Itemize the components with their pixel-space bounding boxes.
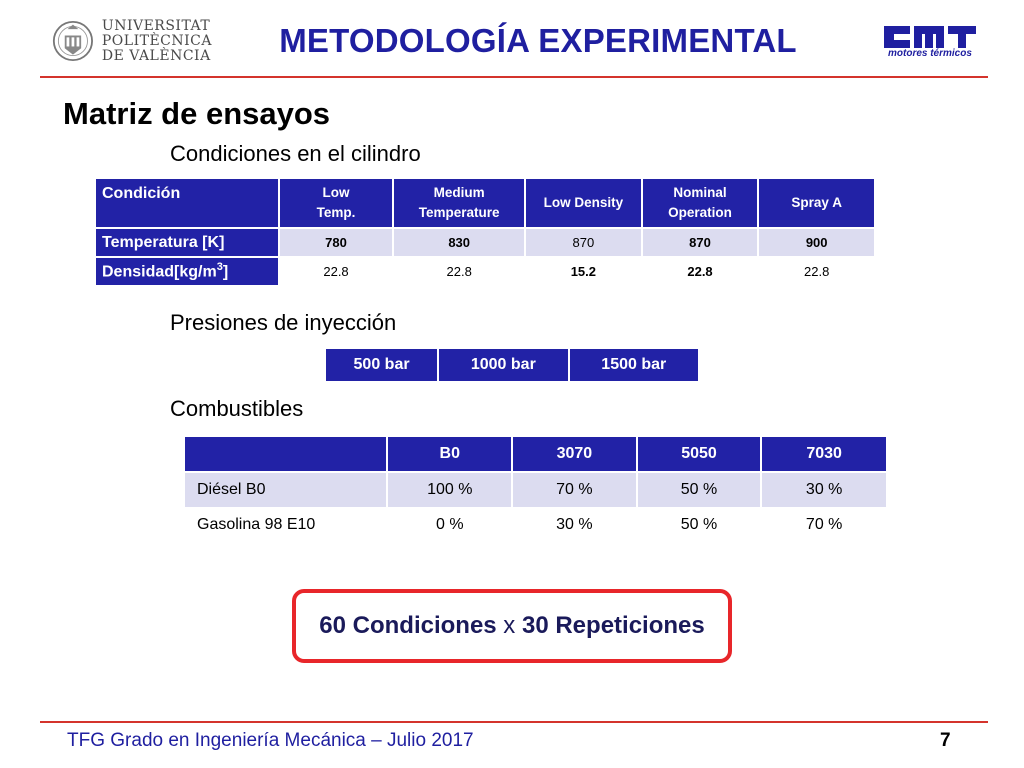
summary-box: 60 Condiciones x 30 Repeticiones [292, 589, 732, 663]
fuels-column-header: B0 [386, 437, 514, 473]
pressure-cell: 1000 bar [437, 349, 570, 381]
university-line-2: POLITÈCNICA [101, 32, 212, 49]
fuel-cell: 100 % [386, 472, 514, 507]
fuels-column-header: 7030 [760, 437, 888, 473]
pressure-cell: 500 bar [323, 349, 440, 381]
fuels-column-header: 3070 [511, 437, 638, 473]
conditions-heading: Condiciones en el cilindro [170, 141, 421, 166]
column-spray-a: Spray A [757, 177, 876, 229]
pressures-heading: Presiones de inyección [170, 310, 397, 335]
fuels-header-row: B0 3070 5050 7030 [182, 437, 888, 473]
university-name: UNIVERSITAT POLITÈCNICA DE VALÈNCIA [101, 17, 212, 64]
summary-conditions: 60 Condiciones [319, 612, 497, 639]
density-cell: 15.2 [524, 256, 643, 287]
temperature-label: Temperatura [K] [94, 227, 280, 258]
fuel-label: Gasolina 98 E10 [182, 507, 389, 542]
fuels-column-header: 5050 [635, 437, 763, 473]
fuel-cell: 70 % [760, 507, 888, 542]
column-low-temp: Low Temp. [277, 177, 395, 229]
fuel-cell: 0 % [386, 507, 514, 542]
lab-subtitle: motores térmicos [888, 48, 972, 59]
density-label: Densidad[kg/m3] [94, 256, 280, 287]
footer-divider [40, 721, 988, 723]
column-low-density: Low Density [524, 177, 643, 229]
temperature-cell: 900 [757, 227, 876, 258]
page-number: 7 [940, 730, 951, 751]
university-line-3: DE VALÈNCIA [101, 47, 211, 64]
pressure-cell: 1500 bar [567, 349, 701, 381]
temperature-cell: 780 [277, 227, 395, 258]
column-medium-temperature: Medium Temperature [392, 177, 527, 229]
column-nominal-operation: Nominal Operation [640, 177, 760, 229]
cmt-logo-icon [884, 26, 976, 48]
density-cell: 22.8 [277, 256, 395, 287]
density-row: Densidad[kg/m3] 22.8 22.8 15.2 22.8 22.8 [94, 256, 876, 287]
fuels-header-empty [182, 437, 389, 473]
fuel-cell: 70 % [511, 472, 638, 507]
fuel-label: Diésel B0 [182, 472, 389, 507]
condition-header-label: Condición [94, 177, 280, 229]
section-title: Matriz de ensayos [63, 96, 331, 131]
header-divider [40, 76, 988, 78]
density-cell: 22.8 [392, 256, 527, 287]
temperature-cell: 870 [640, 227, 760, 258]
university-seal-icon [52, 20, 93, 62]
density-cell: 22.8 [640, 256, 760, 287]
table-row: Diésel B0 100 % 70 % 50 % 30 % [182, 472, 888, 507]
fuel-cell: 50 % [635, 507, 763, 542]
density-cell: 22.8 [757, 256, 876, 287]
fuel-cell: 50 % [635, 472, 763, 507]
footer-text: TFG Grado en Ingeniería Mecánica – Julio… [67, 730, 474, 751]
university-logo: UNIVERSITAT POLITÈCNICA DE VALÈNCIA [52, 14, 212, 68]
pressures-table: 500 bar 1000 bar 1500 bar [323, 349, 701, 381]
summary-connector: x [496, 612, 522, 639]
summary-repetitions: 30 Repeticiones [521, 612, 705, 639]
slide-title: METODOLOGÍA EXPERIMENTAL [279, 22, 797, 59]
conditions-table: Condición Low Temp. Medium Temperature Low… [94, 177, 876, 287]
temperature-cell: 830 [392, 227, 527, 258]
fuels-heading: Combustibles [170, 396, 304, 421]
university-line-1: UNIVERSITAT [101, 17, 211, 34]
fuel-cell: 30 % [760, 472, 888, 507]
conditions-header-row: Condición Low Temp. Medium Temperature Low… [94, 177, 876, 229]
fuels-table: B0 3070 5050 7030 Diésel B0 100 % 70 % 5… [182, 437, 888, 542]
table-row: Gasolina 98 E10 0 % 30 % 50 % 70 % [182, 507, 888, 542]
temperature-row: Temperatura [K] 780 830 870 870 900 [94, 227, 876, 258]
fuel-cell: 30 % [511, 507, 638, 542]
pressures-row: 500 bar 1000 bar 1500 bar [323, 349, 701, 381]
temperature-cell: 870 [524, 227, 643, 258]
